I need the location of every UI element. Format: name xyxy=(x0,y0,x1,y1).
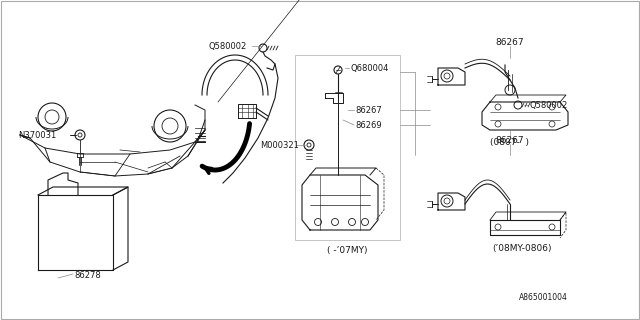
Text: Q580002: Q580002 xyxy=(530,100,568,109)
Text: 86267: 86267 xyxy=(496,37,524,46)
Text: (0807-  ): (0807- ) xyxy=(490,138,529,147)
Text: ( -’07MY): ( -’07MY) xyxy=(327,245,367,254)
Text: 86267: 86267 xyxy=(496,135,524,145)
Text: Q680004: Q680004 xyxy=(350,63,388,73)
Text: 86267: 86267 xyxy=(355,106,381,115)
Text: N370031: N370031 xyxy=(18,131,56,140)
Text: 86278: 86278 xyxy=(74,270,100,279)
Text: 86269: 86269 xyxy=(355,121,381,130)
Text: (’08MY-0806): (’08MY-0806) xyxy=(492,244,552,252)
Text: M000321: M000321 xyxy=(260,140,299,149)
Text: Q580002: Q580002 xyxy=(208,42,246,51)
Bar xyxy=(295,55,400,240)
Text: A865001004: A865001004 xyxy=(519,293,568,302)
